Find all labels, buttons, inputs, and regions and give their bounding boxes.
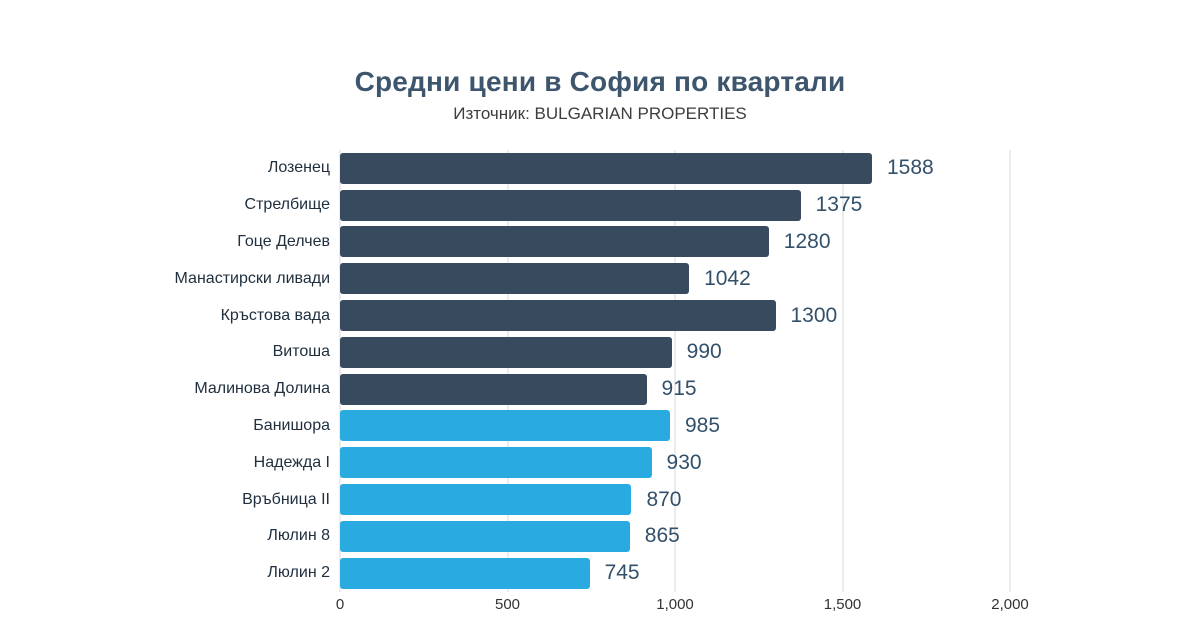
bar-rows: Лозенец 1588 Стрелбище 1375 Гоце Делчев 1280 М… <box>0 150 1200 592</box>
x-axis: 0 500 1,000 1,500 2,000 <box>336 596 1029 616</box>
value-label: 870 <box>646 487 682 511</box>
category-label: Кръстова вада <box>220 306 330 324</box>
x-tick-label: 1,000 <box>656 596 694 613</box>
value-label: 1042 <box>704 266 751 290</box>
x-tick-label: 0 <box>335 596 345 613</box>
category-label: Надежда I <box>253 453 330 471</box>
gridline <box>339 150 341 592</box>
bar-track: 1280 <box>340 226 1010 258</box>
value-label: 1588 <box>886 156 934 180</box>
x-tick-label: 1,500 <box>823 596 862 613</box>
bar-row: Връбница II 870 <box>0 481 1200 518</box>
x-tick-label: 2,000 <box>991 596 1029 613</box>
category-label: Стрелбище <box>244 196 330 214</box>
bar-track: 1042 <box>340 263 1010 295</box>
value-label: 990 <box>686 340 722 364</box>
gridlines <box>339 150 1011 592</box>
bar-track: 930 <box>340 447 1010 479</box>
bar <box>340 263 690 295</box>
bar-row: Витоша 990 <box>0 334 1200 371</box>
value-label: 1280 <box>783 229 831 253</box>
value-label: 985 <box>684 413 721 437</box>
category-label: Манастирски ливади <box>174 269 330 287</box>
value-label: 745 <box>604 561 640 585</box>
bar-track: 985 <box>340 410 1010 442</box>
value-label: 930 <box>666 450 702 474</box>
bar <box>340 484 632 516</box>
bar-row: Банишора 985 <box>0 408 1200 445</box>
gridline <box>842 150 843 592</box>
bar-row: Надежда I 930 <box>0 444 1200 481</box>
bar-row: Малинова Долина 915 <box>0 371 1200 408</box>
category-label: Банишора <box>253 416 330 434</box>
bar-row: Гоце Делчев 1280 <box>0 224 1200 261</box>
gridline <box>674 150 676 592</box>
value-label: 865 <box>644 524 680 548</box>
category-label: Малинова Долина <box>194 380 330 398</box>
bar-track: 865 <box>340 520 1010 552</box>
x-tick-label: 500 <box>494 596 521 613</box>
bar <box>340 226 769 258</box>
bar-track: 990 <box>340 336 1010 368</box>
category-label: Връбница II <box>242 490 330 508</box>
page-title: Средни цени в София по квартали <box>354 66 846 97</box>
gridline <box>507 150 508 592</box>
page-subtitle: Източник: BULGARIAN PROPERTIES <box>453 104 747 123</box>
category-label: Люлин 8 <box>267 527 330 545</box>
bar <box>340 152 872 184</box>
bar <box>340 189 801 221</box>
bar-row: Манастирски ливади 1042 <box>0 260 1200 297</box>
category-label: Лозенец <box>267 159 330 177</box>
bar-row: Люлин 8 865 <box>0 518 1200 555</box>
bar <box>340 410 670 442</box>
bar <box>340 557 590 589</box>
bar-track: 915 <box>340 373 1010 405</box>
category-label: Гоце Делчев <box>237 232 330 250</box>
bar-row: Лозенец 1588 <box>0 150 1200 187</box>
bar-row: Стрелбище 1375 <box>0 187 1200 224</box>
bar-chart: Лозенец 1588 Стрелбище 1375 Гоце Делчев 1280 М… <box>0 150 1200 613</box>
bar-track: 1588 <box>340 152 1010 184</box>
category-label: Люлин 2 <box>267 564 330 582</box>
bar <box>340 336 672 368</box>
bar-track: 1300 <box>340 300 1010 332</box>
value-label: 1375 <box>815 193 863 217</box>
bar-row: Кръстова вада 1300 <box>0 297 1200 334</box>
value-label: 1300 <box>790 303 838 327</box>
bar <box>340 447 652 479</box>
bar-track: 745 <box>340 557 1010 589</box>
bar <box>340 373 647 405</box>
bar <box>340 520 630 552</box>
bar <box>340 300 776 332</box>
category-label: Витоша <box>272 343 330 361</box>
gridline <box>1009 150 1011 592</box>
bar-track: 870 <box>340 484 1010 516</box>
bar-track: 1375 <box>340 189 1010 221</box>
bar-row: Люлин 2 745 <box>0 555 1200 592</box>
value-label: 915 <box>661 377 697 401</box>
